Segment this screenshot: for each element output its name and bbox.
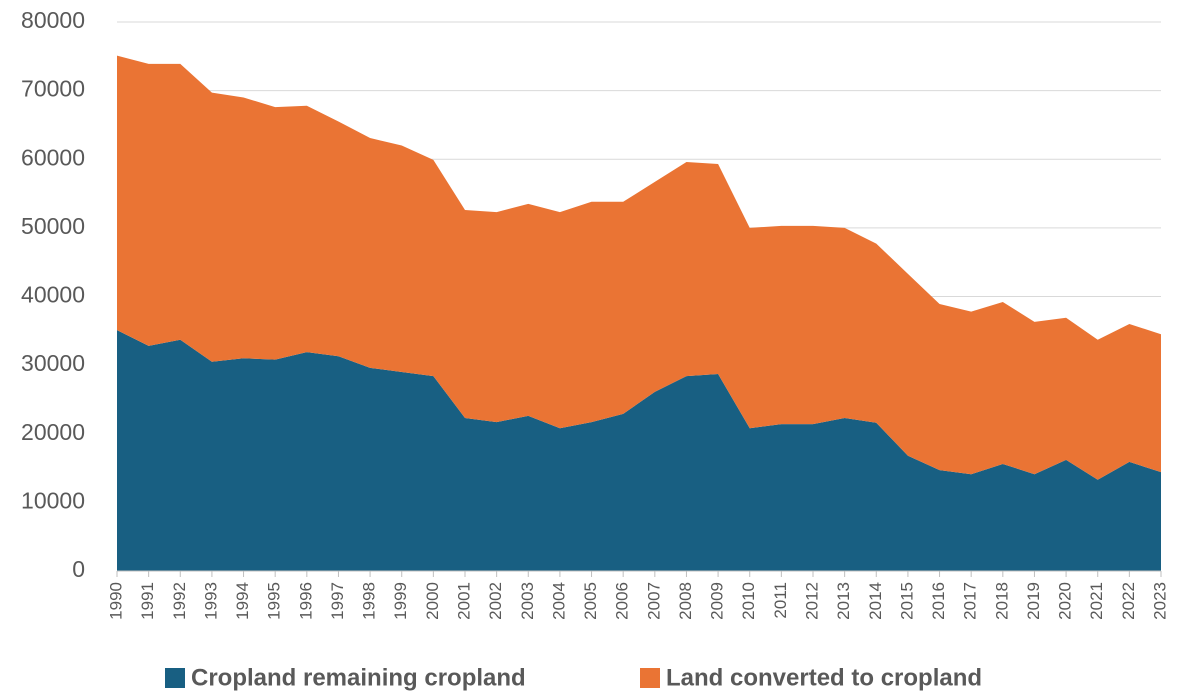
x-tick-label: 2011 <box>771 582 790 619</box>
x-tick-label: 2015 <box>897 582 916 620</box>
x-tick-label: 2014 <box>866 582 885 620</box>
x-tick-label: 1995 <box>265 582 284 620</box>
x-tick-label: 2004 <box>549 582 568 620</box>
area <box>117 55 1161 480</box>
x-tick-label: 2019 <box>1024 582 1043 620</box>
y-tick-label: 40000 <box>21 282 85 308</box>
x-tick-label: 2009 <box>708 582 727 620</box>
y-tick-label: 30000 <box>21 350 85 376</box>
x-tick-label: 2012 <box>802 582 821 620</box>
x-tick-label: 2002 <box>486 582 505 620</box>
x-tick-label: 1990 <box>106 582 125 620</box>
x-tick-label: 2017 <box>961 582 980 620</box>
x-tick-label: 2006 <box>613 582 632 620</box>
x-tick-label: 1991 <box>138 582 157 620</box>
x-tick-label: 1994 <box>233 582 252 620</box>
legend-label: Cropland remaining cropland <box>191 664 526 691</box>
y-tick-label: 20000 <box>21 419 85 445</box>
x-tick-label: 2000 <box>423 582 442 620</box>
x-tick-label: 2023 <box>1150 582 1169 620</box>
y-tick-label: 0 <box>72 556 85 582</box>
x-tick-label: 1999 <box>391 582 410 620</box>
x-tick-label: 2021 <box>1087 582 1106 620</box>
y-tick-label: 80000 <box>21 7 85 33</box>
x-tick-label: 2010 <box>739 582 758 620</box>
legend-swatch <box>640 668 660 688</box>
x-tick-label: 1992 <box>170 582 189 620</box>
area <box>117 330 1161 571</box>
y-tick-label: 70000 <box>21 76 85 102</box>
x-tick-label: 2003 <box>518 582 537 620</box>
x-tick-label: 1998 <box>360 582 379 620</box>
x-tick-label: 1993 <box>201 582 220 620</box>
x-tick-label: 2005 <box>581 582 600 620</box>
x-tick-label: 2018 <box>992 582 1011 620</box>
legend-swatch <box>165 668 185 688</box>
x-tick-label: 1996 <box>296 582 315 620</box>
x-tick-label: 2001 <box>454 582 473 620</box>
legend-label: Land converted to cropland <box>666 664 982 691</box>
x-tick-label: 2008 <box>676 582 695 620</box>
y-tick-label: 10000 <box>21 487 85 513</box>
y-tick-label: 60000 <box>21 144 85 170</box>
x-tick-label: 2007 <box>644 582 663 620</box>
x-tick-label: 2022 <box>1119 582 1138 620</box>
x-tick-label: 1997 <box>328 582 347 620</box>
x-tick-label: 2013 <box>834 582 853 620</box>
y-tick-label: 50000 <box>21 213 85 239</box>
x-tick-label: 2016 <box>929 582 948 620</box>
x-tick-label: 2020 <box>1056 582 1075 620</box>
